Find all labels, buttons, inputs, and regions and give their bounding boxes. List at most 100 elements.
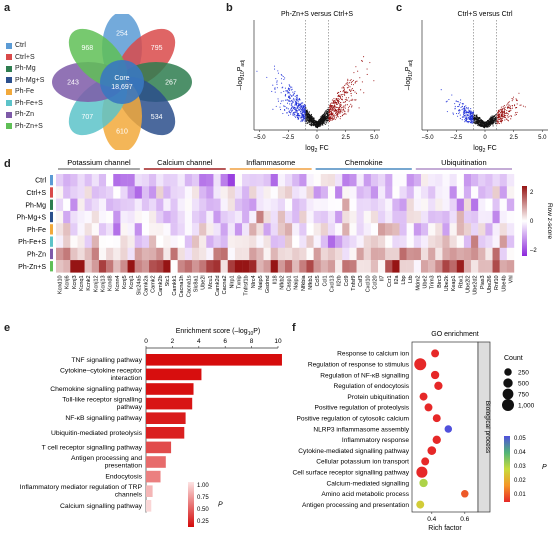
heatmap-cell <box>378 198 386 212</box>
heatmap-cell <box>342 174 350 187</box>
volcano-point <box>348 100 350 102</box>
volcano-point <box>452 113 454 115</box>
heatmap-cell <box>449 247 457 261</box>
heatmap-cell <box>113 210 121 224</box>
volcano-point <box>510 114 512 117</box>
volcano-point <box>298 104 300 106</box>
volcano-point <box>468 109 470 111</box>
volcano-point <box>333 98 335 100</box>
heatmap-cell <box>420 210 429 224</box>
heatmap-cell <box>156 247 164 261</box>
heatmap-cell <box>463 174 472 187</box>
volcano-point <box>467 122 469 124</box>
bubble-count-legend-dot <box>504 368 512 376</box>
volcano-point <box>277 70 279 72</box>
volcano-point <box>463 107 465 109</box>
heatmap-cell <box>134 186 143 199</box>
venn-petal-value: 243 <box>67 80 79 87</box>
heatmap-cell <box>134 198 143 212</box>
volcano-point <box>520 104 522 106</box>
volcano-point <box>320 122 322 125</box>
heatmap-cell <box>84 223 92 236</box>
bubble-count-legend-title: Count <box>504 355 523 362</box>
volcano-point <box>319 120 321 122</box>
heatmap-cell <box>141 210 150 224</box>
volcano-point <box>324 110 327 112</box>
volcano-point <box>455 100 457 102</box>
volcano-point <box>477 118 479 120</box>
heatmap-cell <box>506 260 515 273</box>
volcano-point <box>334 111 337 113</box>
volcano-point <box>332 108 334 110</box>
heatmap-cell <box>213 223 221 236</box>
bar-category-label: Antigen processing and presentation <box>71 455 142 470</box>
heatmap-row-label: Ph-Mg+S <box>17 215 47 222</box>
bubble-category-label: Protein ubiquitination <box>347 394 409 401</box>
volcano-point <box>346 99 348 101</box>
volcano-point <box>347 78 349 80</box>
volcano-point <box>304 120 306 122</box>
heatmap-cell <box>277 174 286 187</box>
heatmap-cell <box>263 174 271 187</box>
volcano-point <box>483 126 485 128</box>
volcano-point <box>337 113 339 115</box>
heatmap-cell <box>363 174 372 187</box>
volcano-point <box>357 70 359 72</box>
heatmap-cell <box>191 235 200 248</box>
volcano-point <box>470 108 472 110</box>
volcano-point <box>290 95 292 97</box>
volcano-point <box>458 105 460 108</box>
volcano-point <box>305 111 308 113</box>
heatmap-cell <box>199 235 207 248</box>
volcano-point <box>475 118 477 120</box>
volcano-point <box>273 65 276 67</box>
volcano-point <box>465 110 468 112</box>
heatmap-cell <box>299 174 307 187</box>
volcano-point <box>460 99 462 101</box>
volcano-point <box>504 106 506 108</box>
volcano-point <box>326 121 328 123</box>
volcano-point <box>287 91 289 93</box>
volcano-point <box>352 84 354 86</box>
volcano-point <box>298 106 300 108</box>
volcano-point <box>334 117 336 119</box>
volcano-point <box>300 102 302 104</box>
heatmap-gene-label: Kcnk2 <box>86 275 92 290</box>
volcano-point <box>350 93 352 95</box>
volcano-point <box>296 110 298 113</box>
heatmap-cell <box>356 223 364 236</box>
heatmap-cell <box>134 235 143 248</box>
heatmap-cell <box>120 186 128 199</box>
volcano-point <box>499 118 501 121</box>
heatmap-cell <box>478 174 486 187</box>
volcano-point <box>496 120 498 122</box>
volcano-point <box>287 108 289 110</box>
heatmap-cell <box>428 186 436 199</box>
volcano-point <box>310 119 312 121</box>
heatmap-gene-label: Mcu1 <box>208 275 214 288</box>
heatmap-cell <box>263 260 271 273</box>
heatmap-cell <box>77 174 85 187</box>
venn-legend-text: Ctrl <box>15 42 26 50</box>
heatmap-cell <box>70 223 78 236</box>
heatmap-cell <box>256 174 264 187</box>
volcano-point <box>514 114 516 116</box>
volcano-point <box>340 110 342 112</box>
volcano-point <box>489 117 491 119</box>
bubble-point <box>421 457 430 466</box>
volcano-point <box>514 112 517 114</box>
volcano-point <box>266 76 268 78</box>
volcano-point <box>350 99 352 101</box>
volcano-point <box>279 106 281 108</box>
heatmap-cell <box>292 210 300 224</box>
heatmap-group-label: Potassium channel <box>67 158 131 167</box>
bubble-point <box>432 435 441 444</box>
heatmap-cell <box>378 223 386 236</box>
heatmap-cell <box>399 198 407 212</box>
heatmap-cell <box>263 247 271 261</box>
heatmap-cell <box>113 260 121 273</box>
heatmap-cell <box>306 210 314 224</box>
heatmap-row-color <box>50 187 53 198</box>
heatmap-gene-label: Tnfsf9 <box>351 275 357 290</box>
volcano-point <box>465 105 467 107</box>
